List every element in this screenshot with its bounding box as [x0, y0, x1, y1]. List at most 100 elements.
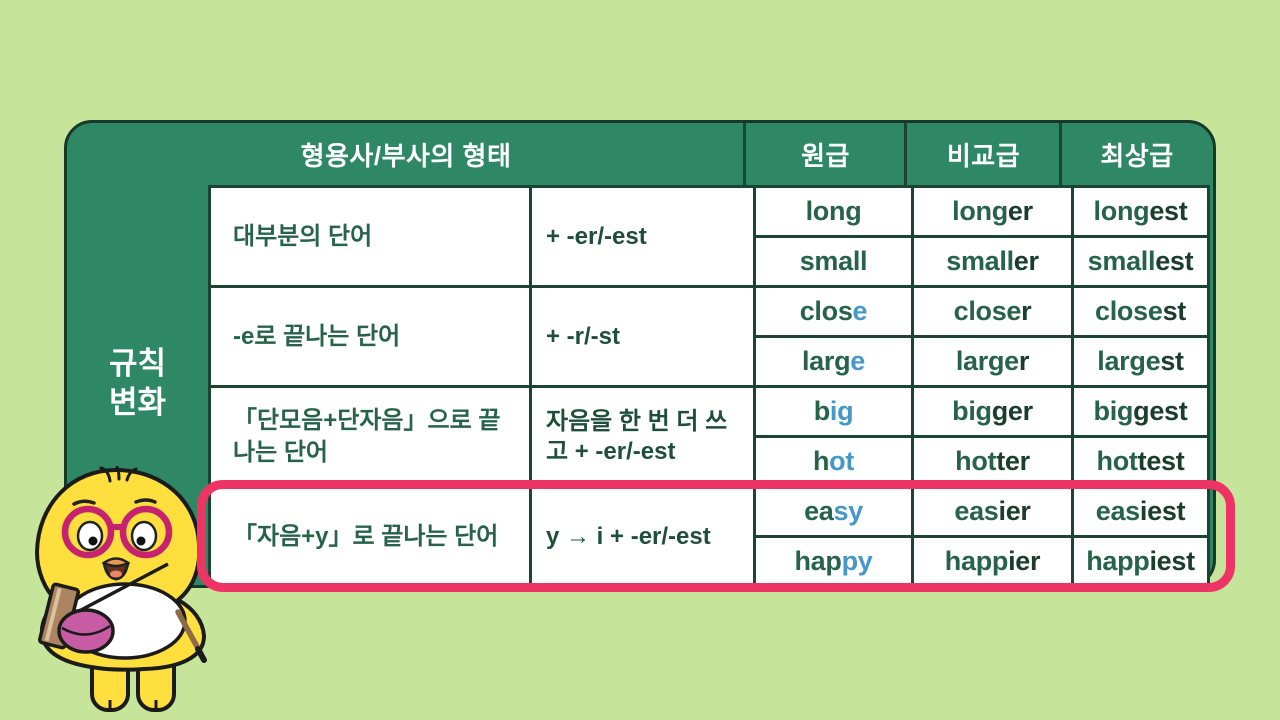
header-form: 형용사/부사의 형태: [300, 140, 512, 171]
word-segment: test: [1137, 446, 1185, 476]
rule-desc-cell: 「자음+y」로 끝나는 단어: [211, 488, 529, 585]
word-segment: st: [1160, 346, 1184, 376]
mascot-eyes: [76, 520, 158, 552]
row-group-label-line2: 변화: [108, 384, 167, 420]
word-segment: est: [1149, 196, 1188, 226]
word-segment: close: [1095, 296, 1163, 326]
word-segment: close: [953, 296, 1022, 326]
word-segment: ter: [996, 446, 1030, 476]
word-segment: small: [946, 246, 1014, 276]
rule-desc-cell: 대부분의 단어: [211, 188, 529, 285]
word-segment: hap: [794, 546, 842, 576]
word-cell-pos: clos e: [756, 288, 911, 335]
word-segment: eas: [954, 496, 999, 526]
word-segment: hot: [955, 446, 997, 476]
word-segment: long: [952, 196, 1008, 226]
word-segment: small: [799, 246, 868, 276]
mascot-mouth: [101, 557, 131, 581]
word-segment: iest: [1149, 546, 1195, 576]
word-segment: b: [813, 396, 831, 426]
chick-teacher-mascot: [35, 466, 207, 712]
word-segment: est: [1155, 246, 1194, 276]
word-segment: large: [1097, 346, 1161, 376]
word-segment: py: [841, 546, 873, 576]
word-cell-comp: happ ier: [914, 538, 1071, 585]
word-segment: er: [1013, 246, 1039, 276]
rule-form-cell: + -er/-est: [532, 188, 753, 285]
word-segment: st: [1162, 296, 1187, 326]
word-cell-sup: small est: [1074, 238, 1207, 285]
rule-form-cell: 자음을 한 번 더 쓰고 + -er/-est: [532, 388, 753, 485]
word-cell-pos: b ig: [756, 388, 911, 435]
word-cell-sup: large st: [1074, 338, 1207, 385]
mascot-pouch: [57, 608, 115, 654]
header-divider: [904, 123, 907, 185]
word-segment: gest: [1133, 396, 1188, 426]
word-segment: large: [955, 346, 1019, 376]
mascot-eyebrows: [72, 498, 157, 506]
word-segment: iest: [1139, 496, 1186, 526]
word-cell-sup: close st: [1074, 288, 1207, 335]
word-cell-pos: small: [756, 238, 911, 285]
word-segment: long: [805, 196, 862, 226]
word-cell-comp: eas ier: [914, 488, 1071, 535]
word-segment: happ: [944, 546, 1009, 576]
word-cell-sup: eas iest: [1074, 488, 1207, 535]
comparison-table: 형용사/부사의 형태 원급 비교급 최상급 규칙 변화 대부분의 단어 + -er…: [64, 120, 1216, 588]
mascot-glasses-icon: [61, 505, 173, 559]
word-cell-comp: small er: [914, 238, 1071, 285]
word-segment: ger: [991, 396, 1033, 426]
word-segment: e: [852, 296, 868, 326]
header-positive: 원급: [801, 140, 850, 171]
rule-desc-cell: -e로 끝나는 단어: [211, 288, 529, 385]
rule-form-cell: y → i + -er/-est: [532, 488, 753, 585]
header-divider: [1059, 123, 1062, 185]
word-segment: ier: [1008, 546, 1041, 576]
word-segment: ig: [829, 396, 854, 426]
word-cell-comp: large r: [914, 338, 1071, 385]
word-segment: larg: [801, 346, 851, 376]
header-divider: [743, 123, 746, 185]
word-segment: ea: [804, 496, 834, 526]
word-segment: happ: [1086, 546, 1150, 576]
rule-desc-cell: 「단모음+단자음」으로 끝나는 단어: [211, 388, 529, 485]
word-cell-sup: long est: [1074, 188, 1207, 235]
word-grid: 대부분의 단어 + -er/-est long long er long est small s…: [208, 185, 1210, 588]
word-segment: h: [812, 446, 830, 476]
word-segment: sy: [833, 496, 864, 526]
word-segment: hot: [1096, 446, 1138, 476]
row-group-label-line1: 규칙: [108, 345, 167, 381]
word-segment: ier: [998, 496, 1031, 526]
word-segment: big: [952, 396, 992, 426]
word-cell-pos: ea sy: [756, 488, 911, 535]
word-cell-comp: close r: [914, 288, 1071, 335]
word-segment: r: [1021, 296, 1032, 326]
word-cell-sup: big gest: [1074, 388, 1207, 435]
word-cell-pos: h ot: [756, 438, 911, 485]
word-cell-pos: long: [756, 188, 911, 235]
word-segment: long: [1093, 196, 1150, 226]
word-segment: er: [1007, 196, 1033, 226]
word-segment: eas: [1095, 496, 1140, 526]
word-cell-comp: long er: [914, 188, 1071, 235]
mascot-hair: [99, 466, 138, 483]
word-cell-comp: hot ter: [914, 438, 1071, 485]
header-comparative: 비교급: [946, 140, 1021, 171]
word-segment: small: [1087, 246, 1156, 276]
word-segment: r: [1018, 346, 1030, 376]
rule-form-cell: + -r/-st: [532, 288, 753, 385]
header-superlative: 최상급: [1100, 140, 1174, 171]
word-cell-comp: big ger: [914, 388, 1071, 435]
word-segment: ot: [829, 446, 855, 476]
word-cell-pos: larg e: [756, 338, 911, 385]
word-segment: clos: [799, 296, 853, 326]
row-group-label: 규칙 변화: [67, 185, 208, 582]
word-cell-sup: hot test: [1074, 438, 1207, 485]
word-segment: big: [1093, 396, 1134, 426]
mascot-toe-lines: [108, 700, 158, 710]
word-cell-sup: happ iest: [1074, 538, 1207, 585]
word-segment: e: [850, 346, 866, 376]
mascot-pointer: [175, 609, 207, 663]
word-cell-pos: hap py: [756, 538, 911, 585]
